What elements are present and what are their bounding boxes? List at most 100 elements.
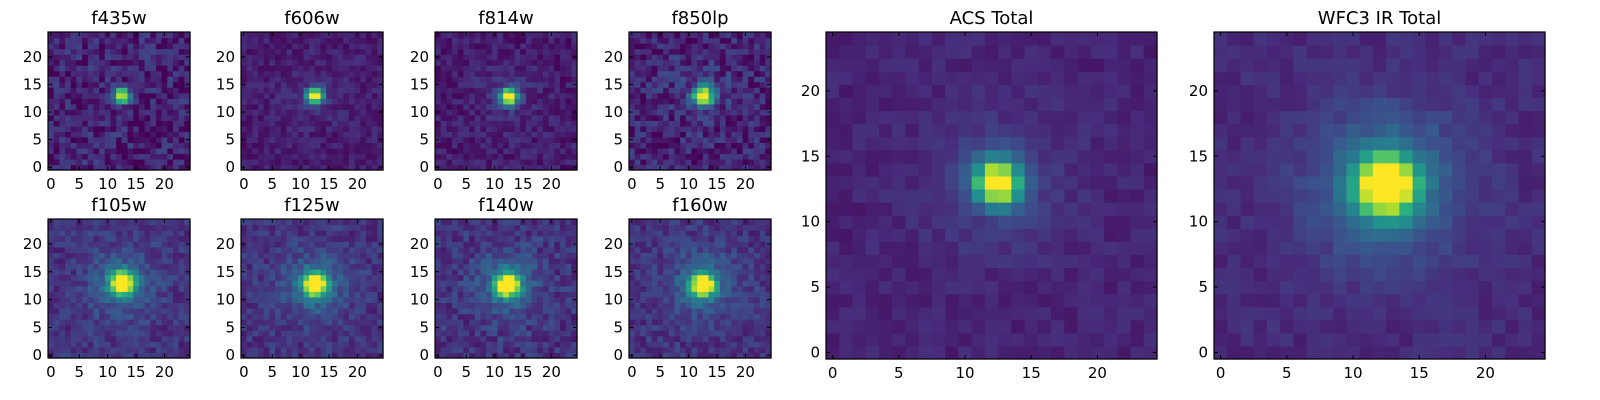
heatmap-cell xyxy=(144,219,151,226)
heatmap-cell xyxy=(116,230,123,237)
heatmap-cell xyxy=(337,252,344,259)
heatmap-cell xyxy=(548,158,555,166)
heatmap-cell xyxy=(731,48,738,55)
heatmap-cell xyxy=(629,313,636,320)
heatmap-cell xyxy=(365,252,373,259)
heatmap-cell xyxy=(520,109,527,116)
heatmap-cell xyxy=(246,319,253,326)
heatmap-cell xyxy=(161,59,168,66)
heatmap-cell xyxy=(514,131,521,138)
heatmap-cell xyxy=(82,48,89,55)
heatmap-cell xyxy=(87,257,95,265)
heatmap-cell xyxy=(463,307,470,315)
heatmap-cell xyxy=(258,307,265,315)
heatmap-cell xyxy=(480,285,487,292)
heatmap-cell xyxy=(520,120,527,127)
heatmap-cell xyxy=(320,76,327,83)
heatmap-cell xyxy=(70,70,77,77)
heatmap-cell xyxy=(674,70,681,77)
heatmap-cell xyxy=(491,341,499,348)
heatmap-cell xyxy=(309,241,316,248)
heatmap-cell xyxy=(486,65,493,72)
heatmap-cell xyxy=(53,43,60,50)
heatmap-cell xyxy=(337,235,344,242)
heatmap-cell xyxy=(93,37,100,44)
heatmap-cell xyxy=(246,263,253,270)
heatmap-cell xyxy=(343,70,350,77)
heatmap-cell xyxy=(343,241,350,248)
heatmap-cell xyxy=(452,302,459,309)
heatmap-cell xyxy=(480,81,487,88)
heatmap-cell xyxy=(753,65,761,72)
heatmap-cell xyxy=(320,109,327,116)
heatmap-cell xyxy=(59,98,66,105)
heatmap-cell xyxy=(138,164,146,171)
heatmap-cell xyxy=(663,319,670,326)
heatmap-cell xyxy=(371,257,378,265)
heatmap-cell xyxy=(133,324,140,331)
heatmap-cell xyxy=(685,120,693,127)
heatmap-cell xyxy=(178,153,185,160)
heatmap-cell xyxy=(646,280,653,287)
heatmap-cell xyxy=(486,269,493,276)
heatmap-cell xyxy=(542,142,550,149)
heatmap-cell xyxy=(144,230,151,237)
heatmap-cell xyxy=(138,307,146,315)
heatmap-cell xyxy=(172,153,180,160)
heatmap-cell xyxy=(719,313,727,320)
heatmap-cell xyxy=(309,70,316,77)
heatmap-cell xyxy=(753,76,761,83)
heatmap-cell xyxy=(133,131,140,138)
heatmap-cell xyxy=(452,37,459,44)
heatmap-cell xyxy=(714,147,721,155)
heatmap-cell xyxy=(127,87,134,94)
heatmap-cell xyxy=(275,346,282,354)
heatmap-cell xyxy=(82,76,89,83)
heatmap-cell xyxy=(548,109,555,116)
heatmap-cell xyxy=(65,98,72,105)
heatmap-cell xyxy=(457,302,464,309)
heatmap-cell xyxy=(753,296,761,303)
heatmap-cell xyxy=(452,257,459,265)
heatmap-cell xyxy=(457,43,464,50)
heatmap-cell xyxy=(531,346,538,354)
heatmap-cell xyxy=(138,280,146,287)
heatmap-cell xyxy=(53,32,60,39)
heatmap-cell xyxy=(292,224,299,231)
heatmap-cell xyxy=(759,319,766,326)
heatmap-cell xyxy=(309,87,316,94)
heatmap-cell xyxy=(348,109,356,116)
heatmap-cell xyxy=(651,43,658,50)
heatmap-cell xyxy=(565,120,572,127)
heatmap-cell xyxy=(320,330,327,337)
heatmap-cell xyxy=(691,285,698,292)
heatmap-cell xyxy=(469,313,476,320)
heatmap-cell xyxy=(702,65,710,72)
heatmap-cell xyxy=(674,59,681,66)
heatmap-cell xyxy=(765,48,772,55)
heatmap-cell xyxy=(127,32,134,39)
heatmap-cell xyxy=(708,352,715,359)
heatmap-cell xyxy=(702,142,710,149)
heatmap-cell xyxy=(263,302,270,309)
heatmap-cell xyxy=(674,274,681,281)
heatmap-cell xyxy=(343,120,350,127)
heatmap-cell xyxy=(258,103,265,110)
heatmap-cell xyxy=(178,307,185,315)
heatmap-cell xyxy=(59,302,66,309)
heatmap-cell xyxy=(320,48,327,55)
heatmap-cell xyxy=(59,120,66,127)
heatmap-cell xyxy=(663,335,670,342)
heatmap-cell xyxy=(53,335,60,342)
heatmap-cell xyxy=(343,346,350,354)
heatmap-cell xyxy=(309,43,316,50)
heatmap-cell xyxy=(82,263,89,270)
heatmap-cell xyxy=(674,285,681,292)
heatmap-cell xyxy=(531,109,538,116)
heatmap-cell xyxy=(440,114,447,121)
heatmap-cell xyxy=(491,291,499,298)
heatmap-cell xyxy=(663,87,670,94)
heatmap-cell xyxy=(531,142,538,149)
heatmap-cell xyxy=(446,263,453,270)
heatmap-cell xyxy=(116,335,123,342)
